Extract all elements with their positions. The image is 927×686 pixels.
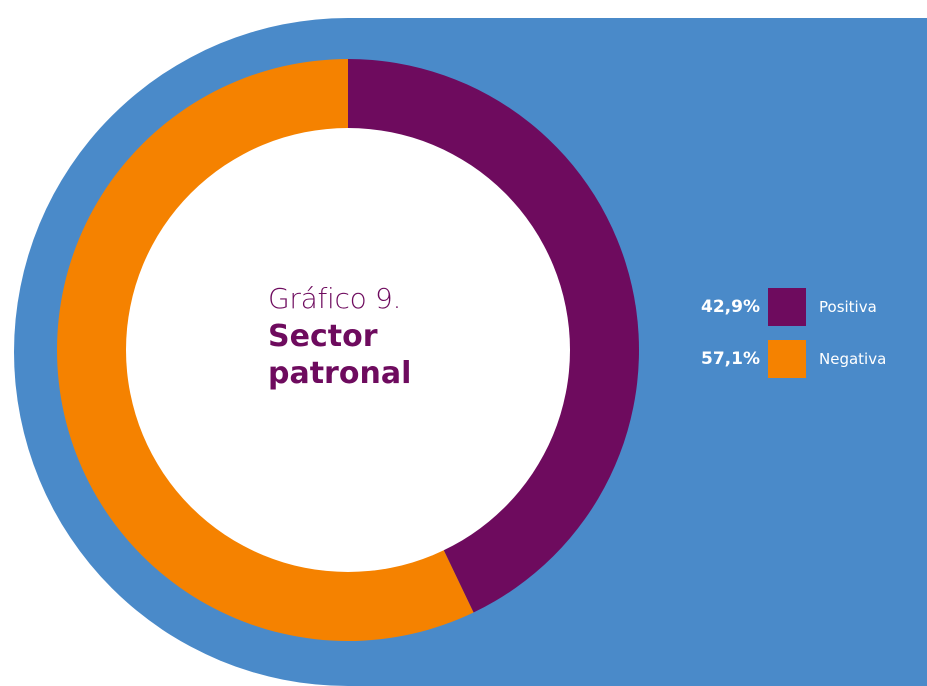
chart-title-line-sector: Sector <box>268 318 378 354</box>
legend-item-positiva: 42,9% Positiva <box>660 288 927 326</box>
legend-value-negativa: 57,1% <box>701 349 760 369</box>
chart-title-number: Gráfico 9. <box>268 282 402 315</box>
chart-title-line-patronal: patronal <box>268 356 412 392</box>
legend-swatch-positiva <box>768 288 806 326</box>
legend-label-negativa: Negativa <box>819 350 887 368</box>
legend-label-positiva: Positiva <box>819 298 877 316</box>
chart-legend: 42,9% Positiva 57,1% Negativa <box>660 288 927 392</box>
chart-title: Gráfico 9. Sector patronal <box>268 282 488 393</box>
legend-swatch-negativa <box>768 340 806 378</box>
legend-value-positiva: 42,9% <box>701 297 760 317</box>
donut-hole <box>126 128 570 572</box>
legend-item-negativa: 57,1% Negativa <box>660 340 927 378</box>
